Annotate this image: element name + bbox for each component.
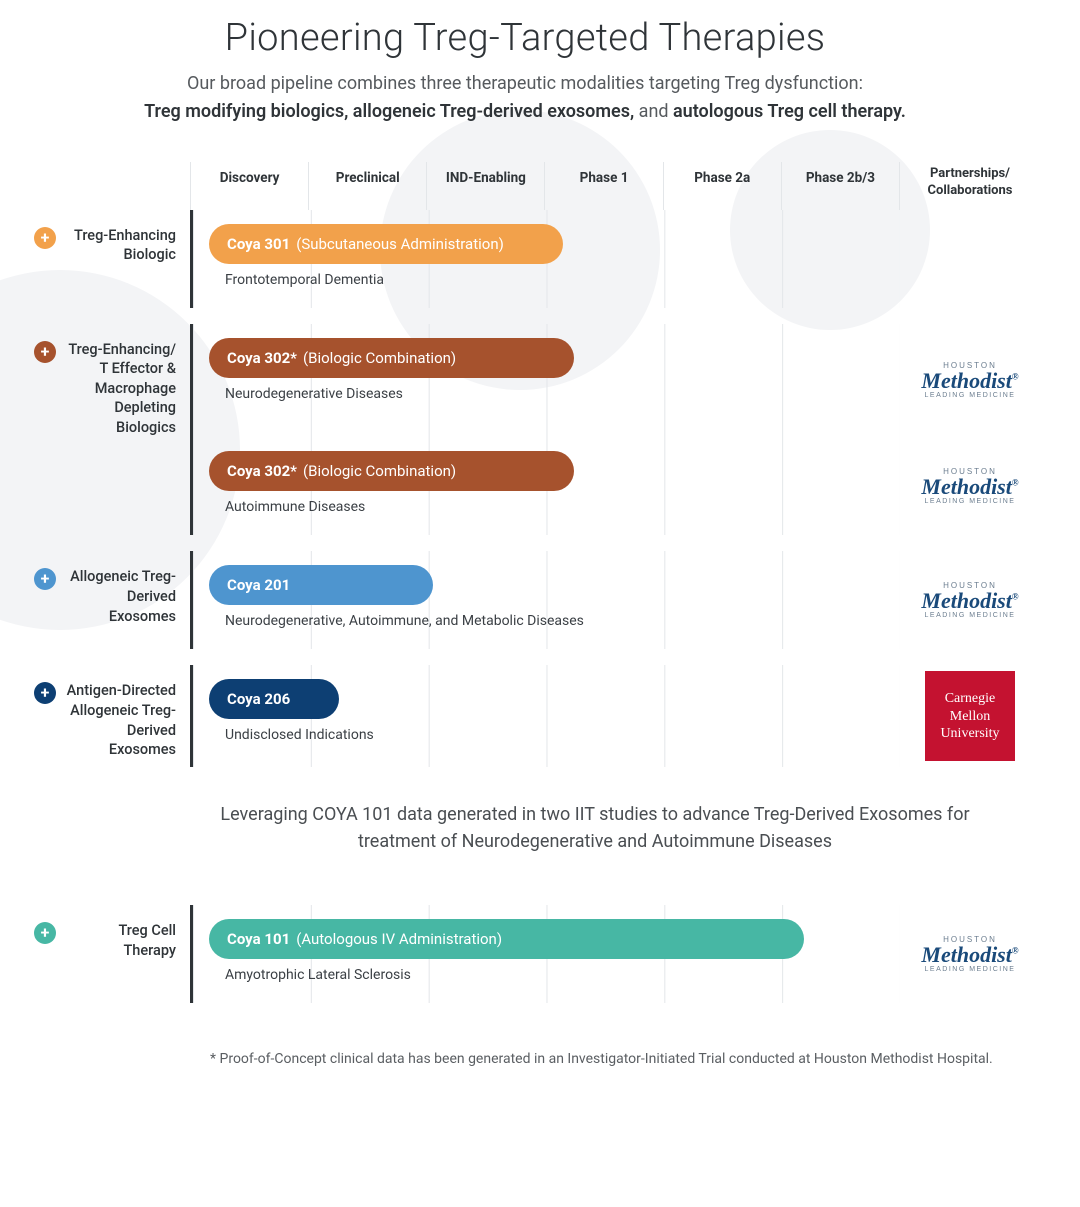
category-label: +Allogeneic Treg-Derived Exosomes — [10, 551, 190, 649]
phase-header: Phase 2a — [664, 162, 782, 210]
phase-header-row: DiscoveryPreclinicalIND-EnablingPhase 1P… — [190, 162, 900, 210]
pipeline-lane: Coya 302*(Biologic Combination) Autoimmun… — [190, 437, 900, 535]
pipeline-bar[interactable]: Coya 301(Subcutaneous Administration) — [209, 224, 563, 264]
pipeline-bar[interactable]: Coya 302*(Biologic Combination) — [209, 451, 574, 491]
partner-logo: HOUSTONMethodist®LEADING MEDICINE — [900, 551, 1040, 649]
partner-logo: HOUSTONMethodist®LEADING MEDICINE — [900, 437, 1040, 535]
page-title: Pioneering Treg-Targeted Therapies — [10, 16, 1040, 60]
expand-icon[interactable]: + — [34, 922, 56, 944]
pipeline-lane: Coya 206 Undisclosed Indications — [190, 665, 900, 767]
expand-icon[interactable]: + — [34, 227, 56, 249]
pipeline-bar[interactable]: Coya 302*(Biologic Combination) — [209, 338, 574, 378]
expand-icon[interactable]: + — [34, 568, 56, 590]
phase-header: Phase 1 — [545, 162, 663, 210]
indication-label: Undisclosed Indications — [225, 727, 900, 743]
phase-header: Phase 2b/3 — [782, 162, 900, 210]
pipeline-bar[interactable]: Coya 101(Autologous IV Administration) — [209, 919, 804, 959]
pipeline-lane: Coya 301(Subcutaneous Administration) Fro… — [190, 210, 900, 308]
indication-label: Neurodegenerative Diseases — [225, 386, 900, 402]
indication-label: Autoimmune Diseases — [225, 499, 900, 515]
category-label: +Treg Cell Therapy — [10, 905, 190, 1003]
category-label: +Antigen-Directed Allogeneic Treg-Derive… — [10, 665, 190, 767]
category-label: +Treg-Enhancing Biologic — [10, 210, 190, 308]
pipeline-lane: Coya 302*(Biologic Combination) Neurodege… — [190, 324, 900, 438]
category-label: +Treg-Enhancing/ T Effector & Macrophage… — [10, 324, 190, 438]
partner-logo: HOUSTONMethodist®LEADING MEDICINE — [900, 324, 1040, 438]
expand-icon[interactable]: + — [34, 682, 56, 704]
pipeline-lane: Coya 201 Neurodegenerative, Autoimmune, a… — [190, 551, 900, 649]
pipeline-bar[interactable]: Coya 206 — [209, 679, 339, 719]
phase-header: Discovery — [191, 162, 309, 210]
indication-label: Frontotemporal Dementia — [225, 272, 900, 288]
partner-logo: HOUSTONMethodist®LEADING MEDICINE — [900, 905, 1040, 1003]
partner-logo — [900, 210, 1040, 308]
expand-icon[interactable]: + — [34, 341, 56, 363]
partner-logo: CarnegieMellonUniversity — [900, 665, 1040, 767]
pipeline-lane: Coya 101(Autologous IV Administration) Am… — [190, 905, 900, 1003]
phase-header: Preclinical — [309, 162, 427, 210]
pipeline-chart: DiscoveryPreclinicalIND-EnablingPhase 1P… — [10, 162, 1040, 1081]
phase-header: IND-Enabling — [427, 162, 545, 210]
partners-header: Partnerships/ Collaborations — [900, 162, 1040, 210]
pipeline-bar[interactable]: Coya 201 — [209, 565, 433, 605]
category-label — [10, 437, 190, 535]
indication-label: Neurodegenerative, Autoimmune, and Metab… — [225, 613, 900, 629]
indication-label: Amyotrophic Lateral Sclerosis — [225, 967, 900, 983]
footnote: * Proof-of-Concept clinical data has bee… — [10, 1019, 1040, 1080]
interlude-text: Leveraging COYA 101 data generated in tw… — [10, 783, 1040, 881]
page-subtitle: Our broad pipeline combines three therap… — [65, 70, 985, 126]
